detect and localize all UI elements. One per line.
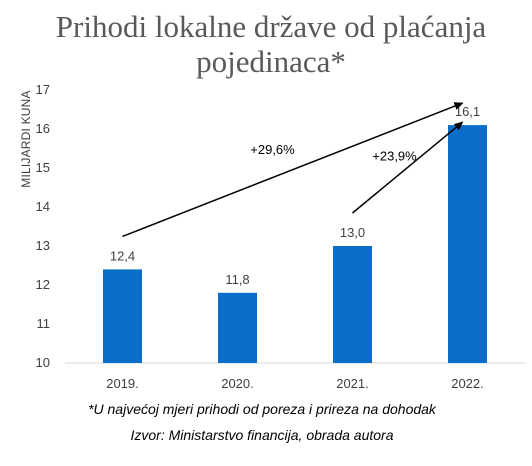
growth-annotation-label: +23,9% [372, 149, 417, 164]
y-tick-label: 12 [36, 277, 50, 292]
growth-annotation-label: +29,6% [250, 142, 295, 157]
y-tick-label: 15 [36, 160, 50, 175]
y-tick-label: 17 [36, 82, 50, 97]
footnote-source-note: *U najvećoj mjeri prihodi od poreza i pr… [88, 401, 437, 417]
bar [103, 269, 142, 363]
growth-arrow [122, 102, 464, 238]
x-tick-label: 2020. [221, 376, 254, 391]
chart-title-line-2: pojedinaca* [196, 44, 346, 79]
bar [218, 292, 257, 363]
y-axis-label: MILIJARDI KUNA [19, 90, 33, 187]
y-tick-label: 11 [37, 316, 51, 331]
y-tick-label: 10 [36, 355, 50, 370]
data-labels-group: 12,4 11,8 13,0 16,1 [110, 104, 480, 287]
data-label: 13,0 [340, 225, 365, 240]
data-label: 12,4 [110, 248, 135, 263]
footnote-source: Izvor: Ministarstvo financija, obrada au… [130, 427, 393, 443]
y-axis-ticks: 10 11 12 13 14 15 16 17 [36, 82, 50, 370]
y-tick-label: 16 [36, 121, 50, 136]
y-tick-label: 14 [36, 199, 50, 214]
y-tick-label: 13 [36, 238, 50, 253]
chart-title-line-1: Prihodi lokalne države od plaćanja [56, 9, 487, 44]
bar [333, 246, 372, 363]
x-axis-ticks: 2019. 2020. 2021. 2022. [106, 376, 484, 391]
data-label: 16,1 [455, 104, 480, 119]
bars-group [103, 125, 487, 363]
bar [448, 125, 487, 363]
growth-annotations: +29,6% +23,9% [122, 102, 464, 238]
growth-arrow [352, 121, 464, 214]
x-tick-label: 2022. [451, 376, 484, 391]
x-tick-label: 2019. [106, 376, 139, 391]
x-tick-label: 2021. [336, 376, 369, 391]
data-label: 11,8 [225, 272, 249, 287]
